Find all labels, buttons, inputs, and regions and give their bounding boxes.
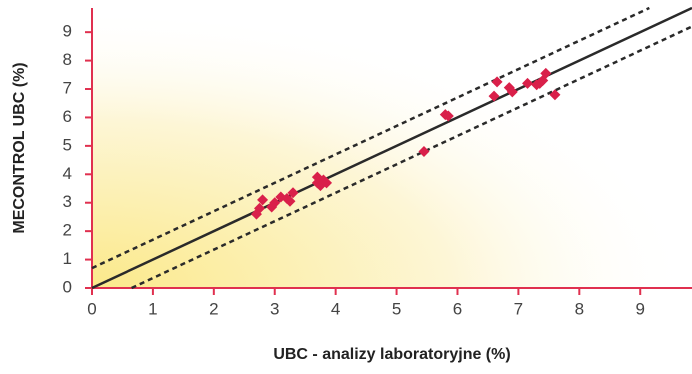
x-tick-label: 0 <box>87 299 96 318</box>
point <box>269 197 281 209</box>
point <box>506 86 518 98</box>
band-line <box>91 6 650 270</box>
point <box>442 110 454 122</box>
band-line <box>131 25 692 290</box>
y-tick-label: 7 <box>63 78 72 97</box>
y-tick-label: 6 <box>63 107 72 126</box>
point <box>287 187 299 199</box>
point <box>503 82 515 94</box>
x-tick-label: 4 <box>331 299 340 318</box>
y-tick-label: 3 <box>63 192 72 211</box>
x-tick-label: 7 <box>514 299 523 318</box>
x-tick-label: 9 <box>635 299 644 318</box>
y-tick-label: 8 <box>63 50 72 69</box>
point <box>491 76 503 88</box>
y-tick-label: 1 <box>63 249 72 268</box>
point <box>488 90 500 102</box>
x-tick-label: 6 <box>453 299 462 318</box>
fit-line <box>91 6 692 290</box>
point <box>549 89 561 101</box>
point <box>418 146 430 158</box>
y-axis-label: MECONTROL UBC (%) <box>11 62 28 233</box>
y-tick-label: 2 <box>63 221 72 240</box>
x-tick-label: 1 <box>148 299 157 318</box>
point <box>522 77 534 89</box>
y-tick-label: 4 <box>63 164 72 183</box>
y-tick-label: 9 <box>63 22 72 41</box>
point <box>284 195 296 207</box>
point <box>540 67 552 79</box>
x-tick-label: 2 <box>209 299 218 318</box>
point <box>321 177 333 189</box>
y-tick-label: 0 <box>63 277 72 296</box>
point <box>257 194 269 206</box>
x-tick-label: 5 <box>392 299 401 318</box>
point <box>254 202 266 214</box>
x-axis-label: UBC - analizy laboratoryjne (%) <box>273 346 510 363</box>
x-tick-label: 3 <box>270 299 279 318</box>
x-tick-label: 8 <box>575 299 584 318</box>
y-tick-label: 5 <box>63 135 72 154</box>
